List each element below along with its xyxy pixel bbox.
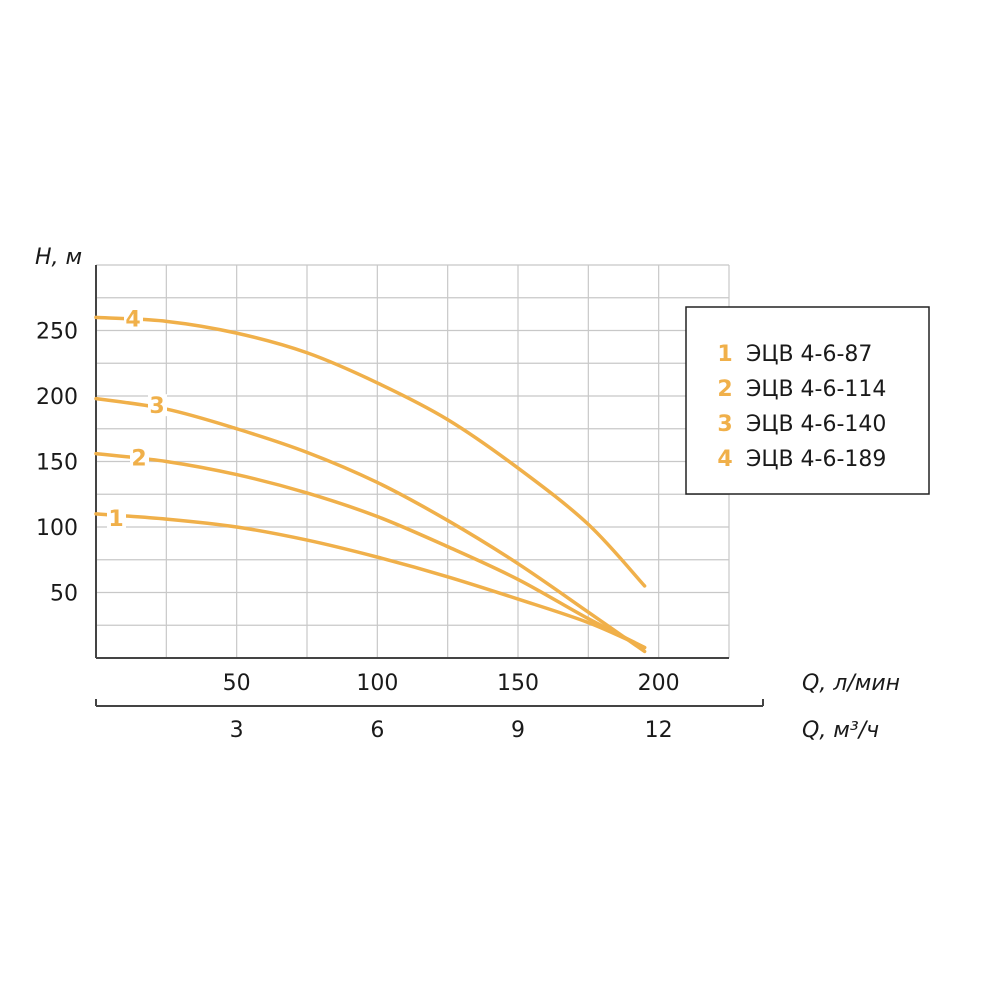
y-axis-title: H, м <box>35 245 82 270</box>
x-tick-label: 150 <box>497 671 539 696</box>
curve-label-1: 1 <box>108 507 123 532</box>
legend-label-2: ЭЦВ 4-6-114 <box>746 377 886 402</box>
series-line-3 <box>94 396 647 654</box>
x-tick-label: 50 <box>223 671 251 696</box>
x2-tick-label: 12 <box>645 718 673 743</box>
legend-number-1: 1 <box>717 342 732 367</box>
legend-label-3: ЭЦВ 4-6-140 <box>746 412 886 437</box>
y-tick-label: 200 <box>36 385 78 410</box>
curve-label-bg <box>148 394 167 417</box>
y-tick-label: 250 <box>36 320 78 345</box>
curve-label-bg <box>130 446 149 469</box>
curve-label-bg <box>107 506 126 529</box>
legend: 1 ЭЦВ 4-6-87 2 ЭЦВ 4-6-114 3 ЭЦВ 4-6-140 4 ЭЦВ … <box>685 306 930 495</box>
curve-label-4: 4 <box>125 308 140 333</box>
y-tick-label: 150 <box>36 451 78 476</box>
series-line-1 <box>94 512 647 650</box>
x2-tick-label: 6 <box>370 718 384 743</box>
curve-label-bg <box>124 307 143 330</box>
curves: 1 2 3 4 <box>94 307 647 654</box>
series-line-4 <box>94 315 647 588</box>
x2-axis-title: Q, м³/ч <box>802 718 879 743</box>
legend-number-3: 3 <box>717 412 732 437</box>
series-line-2 <box>94 451 647 650</box>
legend-box <box>685 306 930 495</box>
y-tick-label: 50 <box>50 582 78 607</box>
curve-label-3: 3 <box>149 394 164 419</box>
grid <box>96 264 730 658</box>
x-tick-label: 100 <box>356 671 398 696</box>
x-axis-title: Q, л/мин <box>802 671 900 696</box>
curve-label-2: 2 <box>131 447 146 472</box>
x2-tick-label: 9 <box>511 718 525 743</box>
legend-label-1: ЭЦВ 4-6-87 <box>746 342 872 367</box>
legend-number-4: 4 <box>717 447 732 472</box>
legend-number-2: 2 <box>717 377 732 402</box>
x-tick-label: 200 <box>638 671 680 696</box>
legend-label-4: ЭЦВ 4-6-189 <box>746 447 886 472</box>
x2-tick-label: 3 <box>230 718 244 743</box>
y-tick-label: 100 <box>36 516 78 541</box>
